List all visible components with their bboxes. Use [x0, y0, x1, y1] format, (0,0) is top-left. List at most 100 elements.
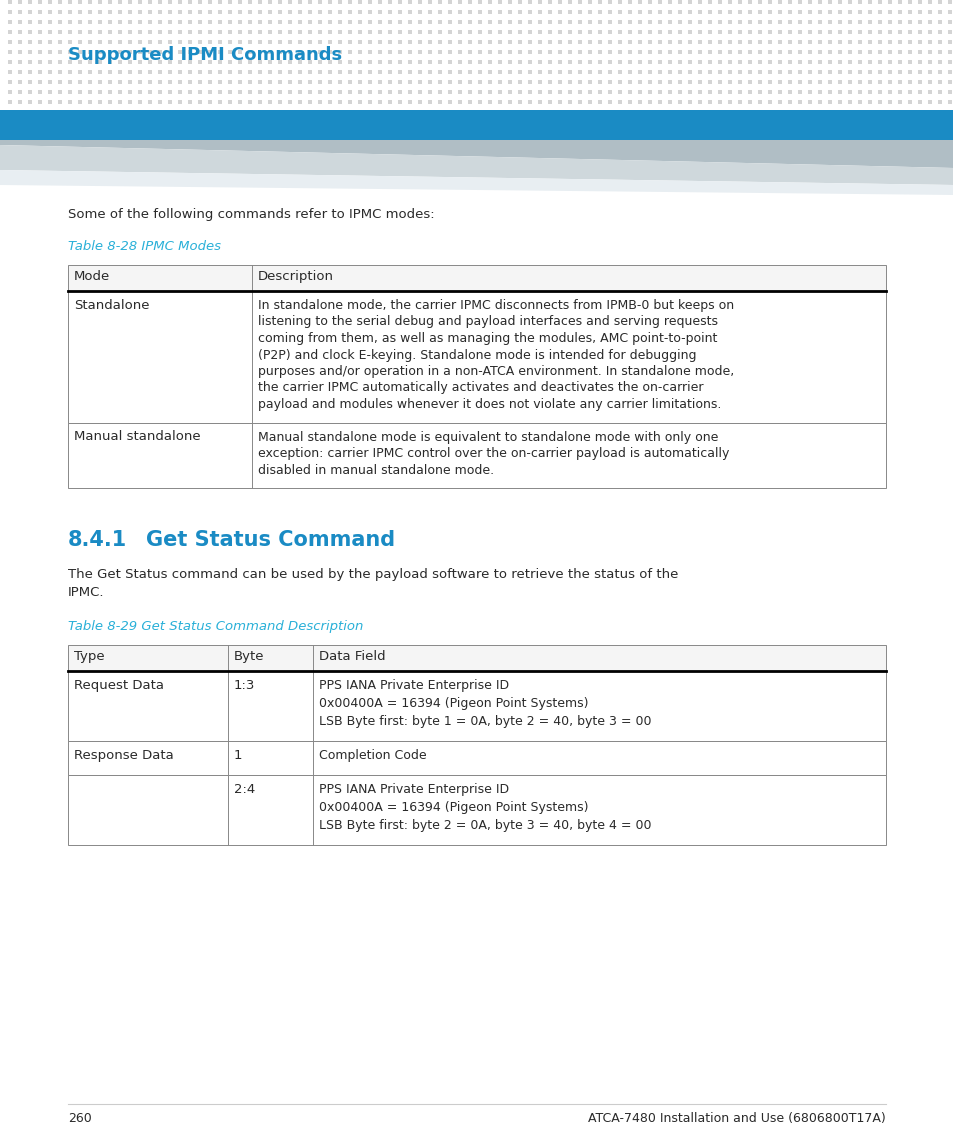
- Bar: [448, 19, 452, 24]
- Bar: [758, 0, 761, 3]
- Bar: [547, 19, 552, 24]
- Bar: [618, 19, 621, 24]
- Bar: [357, 70, 361, 74]
- Bar: [687, 60, 691, 64]
- Bar: [667, 90, 671, 94]
- Bar: [348, 80, 352, 84]
- Bar: [817, 19, 821, 24]
- Bar: [517, 30, 521, 34]
- Bar: [188, 70, 192, 74]
- Bar: [867, 70, 871, 74]
- Bar: [907, 40, 911, 44]
- Bar: [598, 0, 601, 3]
- Bar: [647, 80, 651, 84]
- Bar: [208, 30, 212, 34]
- Bar: [477, 70, 481, 74]
- Bar: [377, 0, 381, 3]
- Bar: [268, 10, 272, 14]
- Bar: [537, 19, 541, 24]
- Bar: [28, 90, 32, 94]
- Bar: [497, 100, 501, 104]
- Bar: [947, 0, 951, 3]
- Bar: [188, 100, 192, 104]
- Bar: [627, 100, 631, 104]
- Bar: [698, 0, 701, 3]
- Bar: [328, 30, 332, 34]
- Bar: [627, 30, 631, 34]
- Bar: [448, 100, 452, 104]
- Bar: [388, 10, 392, 14]
- Bar: [88, 70, 91, 74]
- Bar: [118, 30, 122, 34]
- Bar: [98, 19, 102, 24]
- Bar: [857, 80, 862, 84]
- Bar: [118, 60, 122, 64]
- Bar: [547, 0, 552, 3]
- Bar: [727, 0, 731, 3]
- Bar: [687, 0, 691, 3]
- Bar: [618, 80, 621, 84]
- Bar: [867, 40, 871, 44]
- Bar: [778, 0, 781, 3]
- Bar: [627, 90, 631, 94]
- Bar: [68, 423, 885, 488]
- Bar: [138, 100, 142, 104]
- Bar: [787, 40, 791, 44]
- Bar: [18, 0, 22, 3]
- Bar: [468, 70, 472, 74]
- Bar: [18, 60, 22, 64]
- Bar: [758, 50, 761, 54]
- Bar: [507, 60, 512, 64]
- Bar: [927, 90, 931, 94]
- Bar: [517, 10, 521, 14]
- Bar: [927, 50, 931, 54]
- Bar: [348, 70, 352, 74]
- Bar: [477, 80, 481, 84]
- Bar: [248, 50, 252, 54]
- Bar: [158, 50, 162, 54]
- Bar: [268, 60, 272, 64]
- Bar: [388, 70, 392, 74]
- Bar: [88, 19, 91, 24]
- Bar: [927, 80, 931, 84]
- Bar: [88, 100, 91, 104]
- Bar: [237, 30, 242, 34]
- Bar: [607, 80, 612, 84]
- Bar: [448, 90, 452, 94]
- Bar: [807, 40, 811, 44]
- Bar: [178, 80, 182, 84]
- Bar: [887, 10, 891, 14]
- Bar: [408, 70, 412, 74]
- Bar: [578, 10, 581, 14]
- Bar: [638, 40, 641, 44]
- Bar: [797, 0, 801, 3]
- Bar: [587, 0, 592, 3]
- Bar: [607, 90, 612, 94]
- Bar: [747, 0, 751, 3]
- Bar: [337, 40, 341, 44]
- Bar: [947, 90, 951, 94]
- Text: LSB Byte first: byte 2 = 0A, byte 3 = 40, byte 4 = 00: LSB Byte first: byte 2 = 0A, byte 3 = 40…: [319, 819, 651, 832]
- Bar: [558, 50, 561, 54]
- Bar: [867, 10, 871, 14]
- Bar: [718, 100, 721, 104]
- Bar: [8, 10, 12, 14]
- Bar: [118, 50, 122, 54]
- Bar: [248, 80, 252, 84]
- Bar: [667, 40, 671, 44]
- Bar: [437, 70, 441, 74]
- Bar: [337, 80, 341, 84]
- Bar: [607, 100, 612, 104]
- Bar: [288, 30, 292, 34]
- Bar: [738, 10, 741, 14]
- Text: (P2P) and clock E-keying. Standalone mode is intended for debugging: (P2P) and clock E-keying. Standalone mod…: [257, 348, 696, 362]
- Bar: [578, 60, 581, 64]
- Bar: [678, 19, 681, 24]
- Bar: [437, 80, 441, 84]
- Bar: [738, 70, 741, 74]
- Text: 1: 1: [233, 749, 242, 763]
- Bar: [108, 80, 112, 84]
- Bar: [108, 30, 112, 34]
- Bar: [198, 70, 202, 74]
- Bar: [947, 19, 951, 24]
